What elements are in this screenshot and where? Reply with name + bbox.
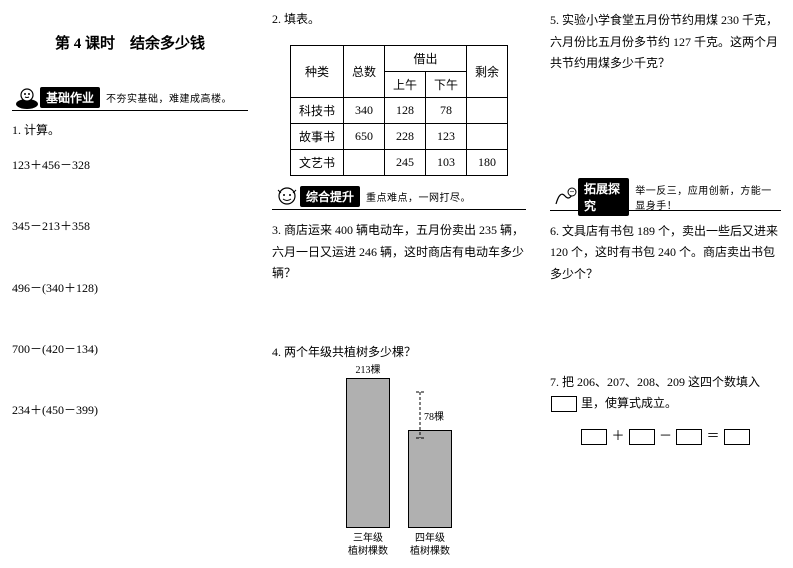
cell: 180 (467, 150, 508, 176)
q1-item-4: 234＋(450－399) (12, 401, 248, 420)
cell: 78 (426, 98, 467, 124)
section-basic-sub: 不夯实基础，难建成高楼。 (106, 90, 232, 105)
blank-box (676, 429, 702, 445)
bar-1-label-l1: 三年级 (353, 533, 383, 544)
banner-basic-icon (12, 85, 42, 111)
blank-box (724, 429, 750, 445)
bar-1-label-l2: 植树棵数 (348, 546, 388, 557)
section-improve-sub: 重点难点，一网打尽。 (366, 189, 471, 204)
bar-1-rect (346, 378, 390, 528)
q4-chart: 213棵 三年级 植树棵数 四年级 植树棵数 78棵 (272, 378, 526, 558)
column-1: 第 4 课时 结余多少钱 基础作业 不夯实基础，难建成高楼。 1. 计算。 12… (0, 0, 260, 568)
column-3: 5. 实验小学食堂五月份节约用煤 230 千克，六月份比五月份多节约 127 千… (538, 0, 793, 568)
bar-1: 213棵 三年级 植树棵数 (346, 361, 390, 558)
cell: 228 (384, 124, 425, 150)
cell: 故事书 (290, 124, 343, 150)
q7-equation: ＋ － ＝ (550, 425, 781, 445)
page-title: 第 4 课时 结余多少钱 (12, 32, 248, 53)
q7: 7. 把 206、207、208、209 这四个数填入 里，使算式成立。 (550, 372, 781, 415)
bar-1-label: 三年级 植树棵数 (348, 532, 388, 558)
bar-2-label: 四年级 植树棵数 (410, 532, 450, 558)
q1-item-1: 345－213＋358 (12, 217, 248, 236)
q1-item-0: 123＋456－328 (12, 156, 248, 175)
cell (343, 150, 384, 176)
q5-text: 5. 实验小学食堂五月份节约用煤 230 千克，六月份比五月份多节约 127 千… (550, 10, 781, 75)
cell: 340 (343, 98, 384, 124)
bar-2-label-l1: 四年级 (415, 533, 445, 544)
table-row: 种类 总数 借出 剩余 (290, 46, 507, 72)
th-pm: 下午 (426, 72, 467, 98)
op-eq: ＝ (707, 428, 720, 443)
table-row: 故事书 650 228 123 (290, 124, 507, 150)
table-row: 科技书 340 128 78 (290, 98, 507, 124)
bar-2-label-l2: 植树棵数 (410, 546, 450, 557)
cell: 128 (384, 98, 425, 124)
blank-box (551, 396, 577, 412)
op-plus: ＋ (611, 428, 624, 443)
op-minus: － (659, 428, 672, 443)
section-explore-sub: 举一反三，应用创新，方能一显身手！ (635, 182, 781, 212)
th-am: 上午 (384, 72, 425, 98)
section-basic-label: 基础作业 (40, 87, 100, 108)
th-type: 种类 (290, 46, 343, 98)
q2-stem: 2. 填表。 (272, 10, 526, 29)
bar-1-value: 213棵 (356, 361, 381, 376)
th-total: 总数 (343, 46, 384, 98)
th-left: 剩余 (467, 46, 508, 98)
q1-stem: 1. 计算。 (12, 121, 248, 140)
section-improve-banner: 综合提升 重点难点，一网打尽。 (272, 184, 526, 210)
bar-diff-label: 78棵 (424, 408, 444, 423)
th-lend: 借出 (384, 46, 466, 72)
cell: 650 (343, 124, 384, 150)
q7-text-b: 里，使算式成立。 (581, 396, 677, 410)
cell (467, 98, 508, 124)
q3-text: 3. 商店运来 400 辆电动车，五月份卖出 235 辆，六月一日又运进 246… (272, 220, 526, 285)
blank-box (581, 429, 607, 445)
q1-item-2: 496－(340＋128) (12, 279, 248, 298)
q4-stem: 4. 两个年级共植树多少棵？ (272, 343, 526, 362)
cell: 文艺书 (290, 150, 343, 176)
cell: 245 (384, 150, 425, 176)
column-2: 2. 填表。 种类 总数 借出 剩余 上午 下午 科技书 340 128 78 … (260, 0, 538, 568)
q6-text: 6. 文具店有书包 189 个，卖出一些后又进来 120 个，这时有书包 240… (550, 221, 781, 286)
cell: 103 (426, 150, 467, 176)
table-row: 文艺书 245 103 180 (290, 150, 507, 176)
section-explore-label: 拓展探究 (578, 178, 629, 216)
q2-table: 种类 总数 借出 剩余 上午 下午 科技书 340 128 78 故事书 650… (290, 45, 508, 176)
section-explore-banner: 拓展探究 举一反三，应用创新，方能一显身手！ (550, 185, 781, 211)
section-basic-banner: 基础作业 不夯实基础，难建成高楼。 (12, 85, 248, 111)
banner-improve-icon (272, 184, 302, 210)
q1-item-3: 700－(420－134) (12, 340, 248, 359)
banner-explore-icon (550, 184, 580, 210)
blank-box (629, 429, 655, 445)
q7-text-a: 7. 把 206、207、208、209 这四个数填入 (550, 375, 760, 389)
cell: 123 (426, 124, 467, 150)
cell: 科技书 (290, 98, 343, 124)
cell (467, 124, 508, 150)
section-improve-label: 综合提升 (300, 186, 360, 207)
